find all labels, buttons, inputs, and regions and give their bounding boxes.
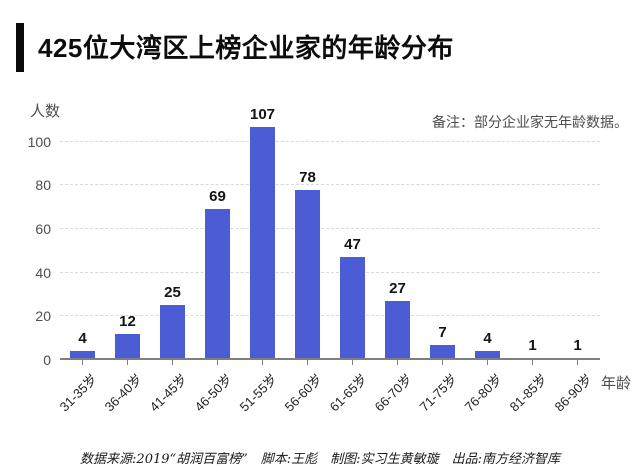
y-tick-label: 100 [27, 133, 51, 150]
gridline [60, 228, 600, 230]
y-tick-label: 0 [43, 352, 51, 368]
bar-value-label: 69 [209, 188, 226, 206]
y-tick-label: 80 [35, 177, 51, 194]
x-tick-label: 71-75岁 [416, 371, 461, 415]
x-tick-label: 86-90岁 [551, 371, 596, 415]
title-accent-bar [16, 23, 24, 72]
chart-note: 备注：部分企业家无年龄数据。 [432, 114, 628, 130]
bar [340, 257, 365, 360]
x-tick-label: 66-70岁 [371, 371, 416, 415]
bar [385, 301, 410, 360]
x-axis-title: 年龄 [601, 375, 632, 392]
x-tick-mark [217, 360, 218, 365]
x-tick-label: 36-40岁 [101, 371, 146, 415]
page-title: 425位大湾区上榜企业家的年龄分布 [38, 33, 454, 63]
gridline [60, 184, 600, 186]
x-tick-mark [532, 360, 533, 365]
x-tick-mark [82, 360, 83, 365]
bar-value-label: 78 [299, 168, 316, 186]
bar [250, 126, 275, 360]
bar-value-label: 25 [164, 284, 181, 302]
bar-value-label: 47 [344, 236, 361, 254]
x-tick-label: 81-85岁 [506, 371, 551, 415]
x-tick-mark [307, 360, 308, 365]
x-tick-mark [577, 360, 578, 365]
y-tick-label: 40 [35, 264, 51, 281]
bar [475, 351, 500, 360]
x-tick-label: 51-55岁 [236, 371, 281, 415]
bar-value-label: 7 [438, 323, 447, 341]
gridline [60, 271, 600, 273]
y-axis-title: 人数 [30, 103, 61, 120]
gridline [60, 315, 600, 317]
x-axis-line [60, 358, 600, 360]
x-tick-mark [172, 360, 173, 365]
y-tick-label: 60 [35, 221, 51, 238]
bar [160, 305, 185, 360]
bar [205, 209, 230, 360]
bar [70, 351, 95, 360]
bar [430, 344, 455, 360]
y-tick-label: 20 [35, 308, 51, 325]
bar-value-label: 12 [119, 312, 136, 330]
x-tick-label: 61-65岁 [326, 371, 371, 415]
bar-value-label: 1 [528, 336, 537, 354]
x-tick-mark [262, 360, 263, 365]
bar-value-label: 1 [573, 336, 582, 354]
x-tick-mark [352, 360, 353, 365]
x-tick-mark [397, 360, 398, 365]
bar-value-label: 4 [483, 330, 492, 348]
x-tick-label: 76-80岁 [461, 371, 506, 415]
bar-value-label: 27 [389, 280, 406, 298]
bar-value-label: 107 [249, 105, 276, 123]
x-tick-label: 41-45岁 [146, 371, 191, 415]
gridline [60, 140, 600, 142]
x-tick-label: 31-35岁 [56, 371, 101, 415]
x-tick-mark [487, 360, 488, 365]
x-tick-label: 46-50岁 [191, 371, 236, 415]
x-tick-label: 56-60岁 [281, 371, 326, 415]
bar [295, 189, 320, 360]
bar [115, 333, 140, 360]
x-tick-mark [442, 360, 443, 365]
bar-value-label: 4 [78, 330, 87, 348]
x-tick-mark [127, 360, 128, 365]
plot-area: 0 20 40 60 80 100 4 31-35岁 12 36-40岁 25 41-45岁 69 46-… [28, 106, 600, 414]
credits-footer: 数据来源:2019“胡润百富榜” 脚本:王彪 制图:实习生黄敏璇 出品:南方经济… [80, 452, 560, 467]
